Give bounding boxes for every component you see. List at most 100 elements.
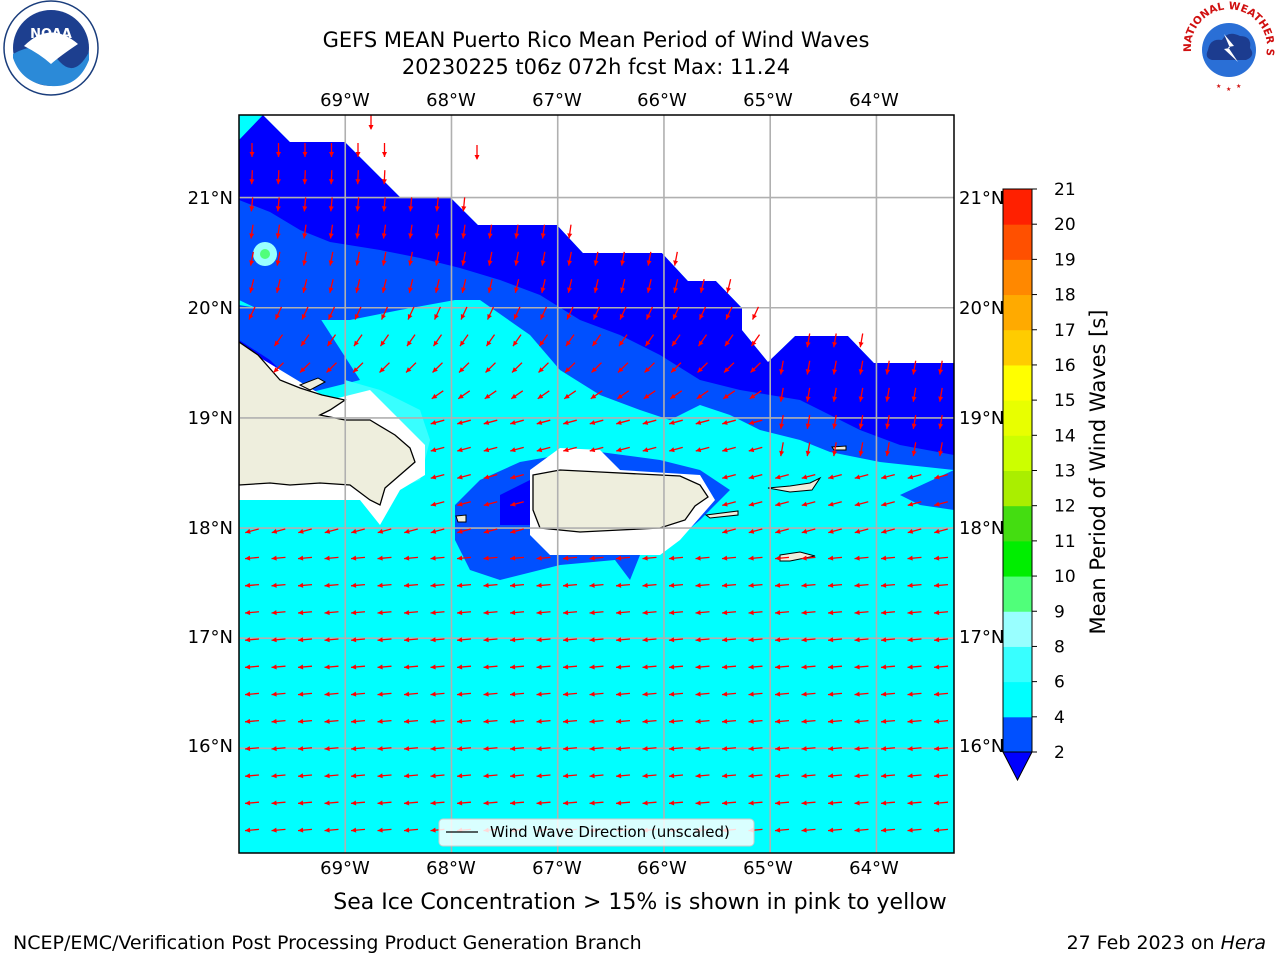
wave-arrow	[536, 664, 551, 670]
wave-arrow	[562, 637, 578, 643]
colorbar-segment	[1003, 435, 1032, 471]
wave-arrow	[458, 362, 470, 373]
wave-arrow	[670, 362, 682, 373]
wave-arrow	[801, 691, 816, 697]
wave-arrow	[403, 746, 419, 752]
wave-arrow	[434, 197, 440, 212]
wave-arrow	[377, 800, 392, 806]
wave-arrow	[297, 827, 313, 833]
wave-arrow	[644, 362, 655, 373]
wave-arrow	[405, 362, 417, 373]
land-island-nw	[298, 377, 327, 391]
wave-arrow	[510, 419, 524, 425]
wave-arrow	[589, 718, 604, 724]
colorbar-tick-label: 9	[1054, 602, 1065, 622]
lat-label-left: 17°N	[188, 627, 233, 648]
colorbar-segment	[1003, 294, 1032, 331]
wave-arrow	[721, 582, 737, 588]
wave-arrow	[245, 528, 259, 534]
wave-arrow	[355, 170, 361, 185]
lat-label-right: 20°N	[959, 298, 1004, 319]
wave-arrow	[805, 360, 811, 375]
wave-arrow	[750, 334, 761, 347]
wave-arrow	[801, 746, 816, 752]
wave-arrow	[617, 362, 629, 373]
wave-arrow	[249, 279, 255, 293]
wave-arrow	[484, 390, 497, 400]
wave-arrow	[589, 555, 604, 561]
wave-arrow	[907, 637, 922, 643]
wave-arrow	[350, 637, 366, 643]
colorbar-tick-label: 21	[1054, 180, 1076, 200]
wave-arrow	[244, 555, 260, 561]
wave-arrow	[249, 251, 255, 266]
wave-arrow	[271, 637, 286, 643]
wave-arrow	[880, 746, 896, 752]
wave-arrow	[880, 800, 896, 806]
wave-arrow	[907, 691, 922, 697]
wave-arrow	[302, 143, 308, 157]
wave-arrow	[669, 446, 683, 453]
wave-arrow	[457, 501, 471, 507]
wave-arrow	[430, 718, 445, 724]
wave-arrow	[430, 528, 445, 534]
wave-arrow	[562, 718, 578, 724]
wave-arrow	[271, 664, 286, 670]
wave-arrow	[486, 306, 495, 320]
wave-arrow	[881, 528, 895, 534]
wave-arrow	[695, 610, 710, 616]
colorbar-segment	[1003, 681, 1032, 718]
wave-arrow	[880, 773, 896, 779]
wave-arrow	[514, 224, 520, 239]
wave-arrow	[589, 446, 604, 453]
wave-arrow	[668, 746, 684, 752]
wave-arrow	[774, 718, 790, 724]
wave-arrow	[273, 334, 284, 347]
wave-arrow	[721, 637, 737, 643]
lon-label-top: 68°W	[426, 90, 476, 111]
wave-arrow	[779, 360, 785, 375]
wave-arrow	[642, 610, 657, 616]
colorbar-tick-label: 17	[1054, 321, 1076, 341]
wave-arrow	[324, 718, 339, 724]
wave-arrow	[403, 610, 419, 616]
wave-arrow	[430, 800, 445, 806]
wave-arrow	[456, 582, 472, 588]
wave-arrow	[509, 582, 525, 588]
wave-arrow	[907, 501, 922, 507]
wave-arrow	[589, 637, 604, 643]
wave-arrow	[509, 610, 525, 616]
wave-arrow	[668, 718, 684, 724]
nws-logo: NATIONAL WEATHER SERVICE ★ ★ ★	[1178, 0, 1276, 94]
colorbar-segment	[1003, 400, 1032, 436]
wave-arrow	[907, 582, 922, 588]
wave-arrow	[749, 390, 762, 400]
wave-arrow	[774, 637, 790, 643]
wave-arrow	[324, 691, 339, 697]
wave-arrow	[297, 664, 313, 670]
wave-arrow	[748, 718, 763, 724]
wave-arrow	[933, 746, 949, 752]
wave-arrow	[368, 115, 374, 130]
wave-arrow	[589, 691, 604, 697]
lon-label-top: 67°W	[532, 90, 582, 111]
wave-arrow	[403, 664, 419, 670]
wave-arrow	[646, 251, 652, 266]
wave-arrow	[911, 360, 917, 375]
wave-arrow	[854, 555, 869, 561]
wave-arrow	[725, 306, 733, 320]
wave-arrow	[487, 279, 493, 293]
wave-arrow	[724, 334, 734, 347]
wave-arrow	[854, 746, 869, 752]
wave-arrow	[271, 528, 286, 534]
wave-arrow	[536, 718, 551, 724]
wave-arrow	[695, 419, 710, 425]
lat-label-left: 20°N	[188, 298, 233, 319]
wave-arrow	[434, 251, 440, 266]
wave-arrow	[668, 555, 684, 561]
wave-arrow	[244, 827, 260, 833]
land-hispaniola	[239, 341, 416, 506]
wave-arrow	[407, 306, 415, 320]
wave-arrow	[751, 306, 760, 320]
wave-arrow	[615, 610, 631, 616]
